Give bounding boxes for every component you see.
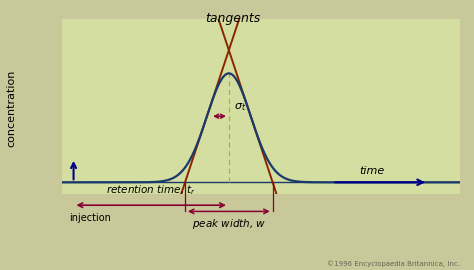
Text: concentration: concentration [7, 69, 17, 147]
Text: time: time [360, 166, 385, 176]
Text: ©1996 Encyclopaedia Britannica, Inc.: ©1996 Encyclopaedia Britannica, Inc. [327, 261, 460, 267]
Text: tangents: tangents [205, 12, 260, 25]
Text: injection: injection [69, 213, 111, 223]
Text: $\sigma_t$: $\sigma_t$ [234, 102, 246, 113]
Text: retention time, $t_r$: retention time, $t_r$ [106, 183, 196, 197]
Text: peak width, $w$: peak width, $w$ [191, 217, 266, 231]
